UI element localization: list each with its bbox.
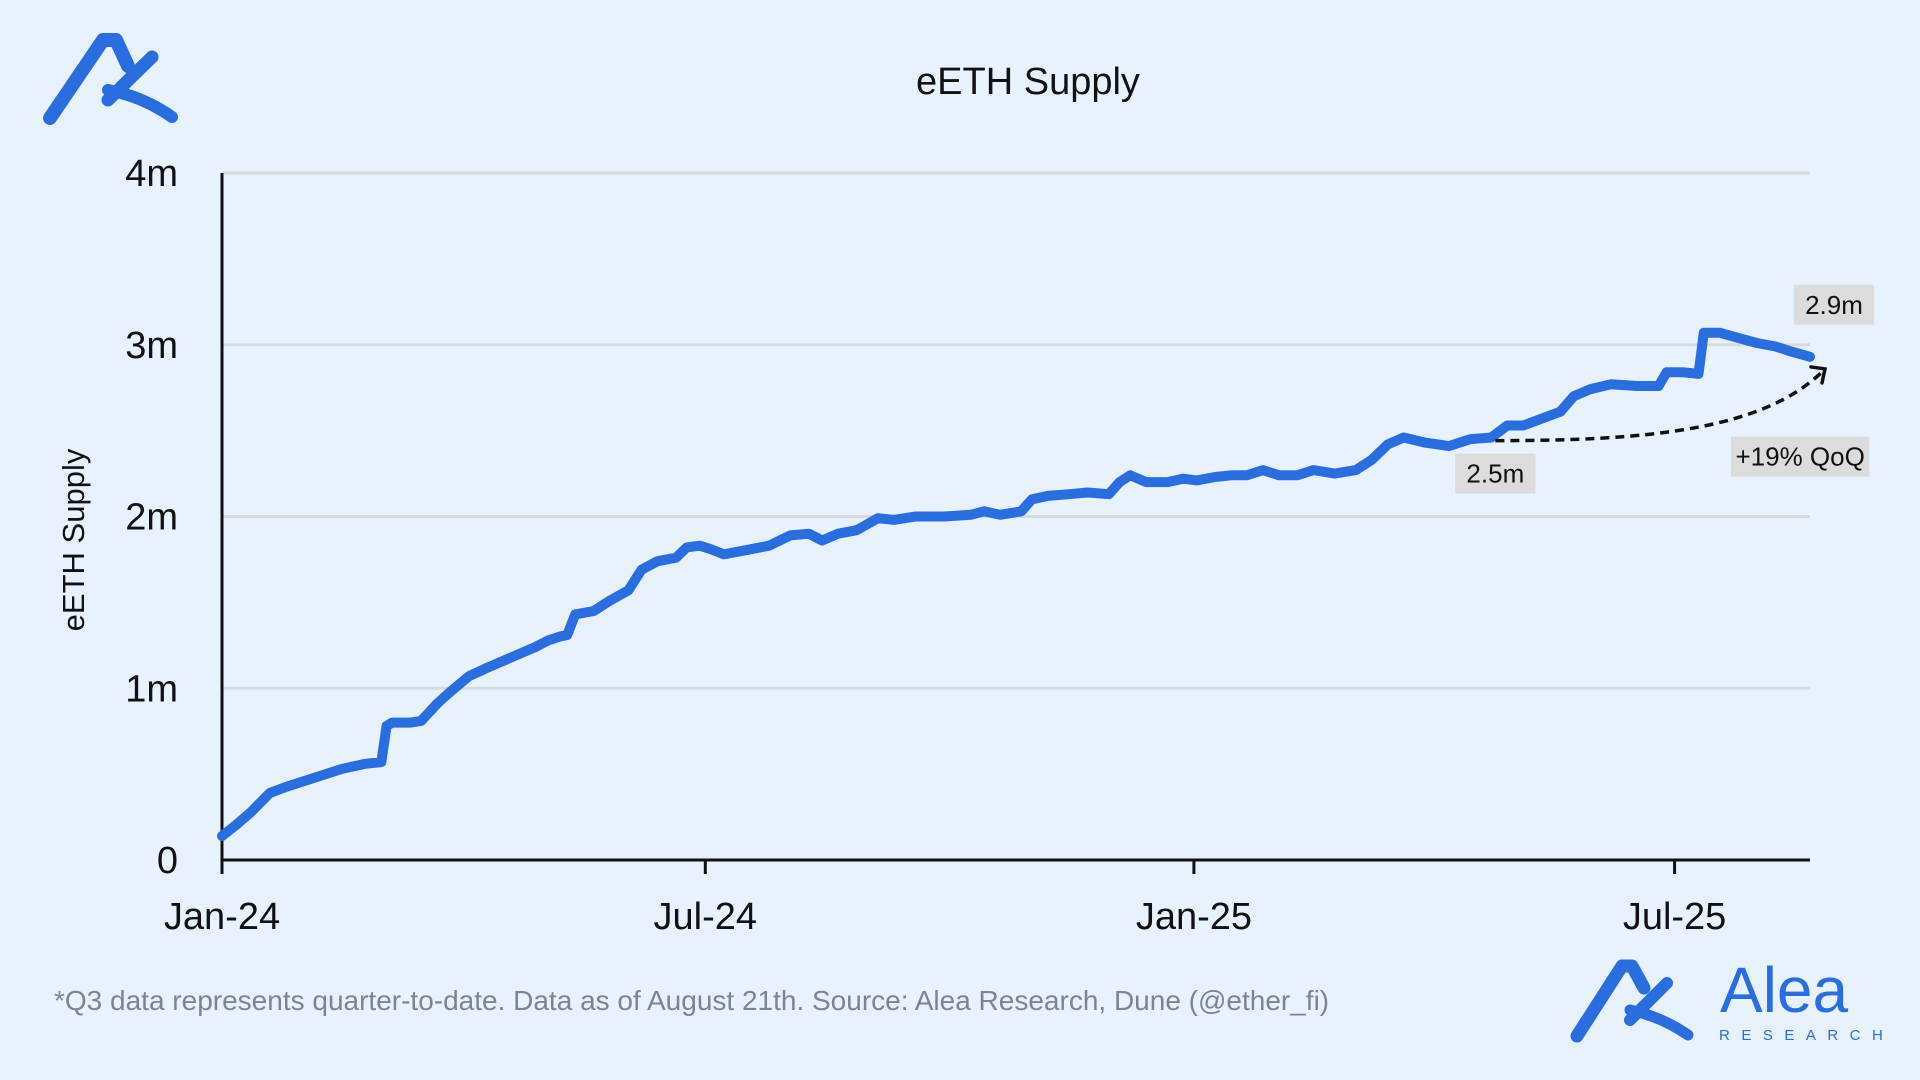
y-tick-label: 4m: [125, 153, 178, 195]
annotation-start-value-text: 2.5m: [1466, 459, 1524, 489]
annotation-start-value: 2.5m: [1455, 453, 1536, 494]
y-tick-label: 1m: [125, 668, 178, 710]
qoq-arrow: [1495, 367, 1827, 443]
annotation-qoq-text: +19% QoQ: [1735, 442, 1864, 472]
footnote: *Q3 data represents quarter-to-date. Dat…: [54, 985, 1330, 1016]
annotation-end-value: 2.9m: [1793, 284, 1875, 325]
series: [217, 327, 1815, 841]
annotation-end-value-text: 2.9m: [1805, 290, 1863, 320]
gridlines: [222, 171, 1810, 690]
chart-title: eETH Supply: [916, 61, 1140, 103]
annotation-qoq-box: [1730, 436, 1870, 477]
annotation-qoq: +19% QoQ: [1730, 436, 1870, 477]
alea-brand-icon: [1570, 959, 1694, 1043]
alea-logo-icon: [43, 33, 178, 125]
y-tick-label: 3m: [125, 325, 178, 367]
qoq-arrow-head: [1809, 365, 1828, 385]
y-tick-labels: 0 1m 2m 3m 4m: [125, 153, 178, 882]
alea-research-logo: Alea RESEARCH: [1570, 954, 1894, 1044]
series-line: [217, 327, 1815, 841]
x-tick-label: Jul-24: [654, 896, 758, 938]
annotations: 2.9m 2.5m +19% QoQ: [1455, 284, 1875, 494]
y-tick-label: 0: [157, 840, 178, 882]
brand-tagline: RESEARCH: [1719, 1027, 1894, 1044]
x-tick-label: Jul-25: [1623, 896, 1727, 938]
x-tick-labels: Jan-24 Jul-24 Jan-25 Jul-25: [164, 896, 1726, 938]
axes: [220, 173, 1810, 874]
brand-name: Alea: [1720, 954, 1849, 1026]
annotation-start-value-box: [1455, 453, 1536, 494]
annotation-end-value-box: [1793, 284, 1875, 325]
x-tick-label: Jan-24: [164, 896, 280, 938]
y-axis-label: eETH Supply: [56, 448, 91, 631]
y-tick-label: 2m: [125, 497, 178, 539]
x-tick-label: Jan-25: [1136, 896, 1252, 938]
